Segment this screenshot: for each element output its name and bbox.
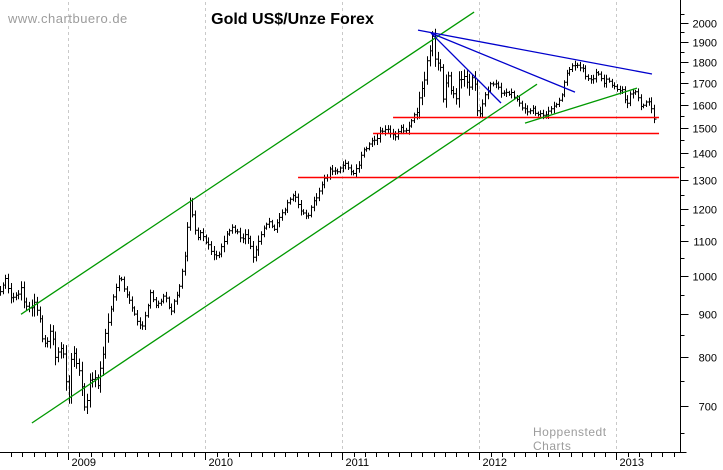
- svg-text:800: 800: [699, 353, 717, 365]
- watermark-chartbuero: www.chartbuero.de: [8, 11, 128, 26]
- credit-hoppenstedt: Hoppenstedt Charts: [533, 425, 607, 453]
- svg-text:1900: 1900: [693, 38, 717, 50]
- svg-text:1600: 1600: [693, 101, 717, 113]
- svg-text:1800: 1800: [693, 58, 717, 70]
- page-title: Gold US$/Unze Forex: [211, 11, 374, 28]
- svg-text:900: 900: [699, 310, 717, 322]
- trend-lines: [20, 11, 653, 424]
- svg-text:700: 700: [699, 402, 717, 414]
- svg-text:1000: 1000: [693, 272, 717, 284]
- svg-text:1400: 1400: [693, 149, 717, 161]
- axis-tick-labels: 2009 2010 2011 2012 2013 700 800 900 1000 1100 120…: [72, 19, 718, 470]
- svg-text:2010: 2010: [209, 457, 233, 469]
- svg-text:2009: 2009: [72, 457, 96, 469]
- svg-text:1700: 1700: [693, 79, 717, 91]
- svg-text:1200: 1200: [693, 205, 717, 217]
- price-bars: [0, 28, 657, 414]
- year-gridlines: [68, 2, 617, 452]
- svg-text:2013: 2013: [620, 457, 644, 469]
- svg-text:2011: 2011: [346, 457, 370, 469]
- axes-and-ticks: [0, 0, 689, 460]
- svg-text:1300: 1300: [693, 176, 717, 188]
- svg-text:2000: 2000: [693, 19, 717, 31]
- svg-text:1500: 1500: [693, 124, 717, 136]
- svg-text:1100: 1100: [693, 237, 717, 249]
- support-resistance-lines: [298, 116, 680, 179]
- svg-text:2012: 2012: [483, 457, 507, 469]
